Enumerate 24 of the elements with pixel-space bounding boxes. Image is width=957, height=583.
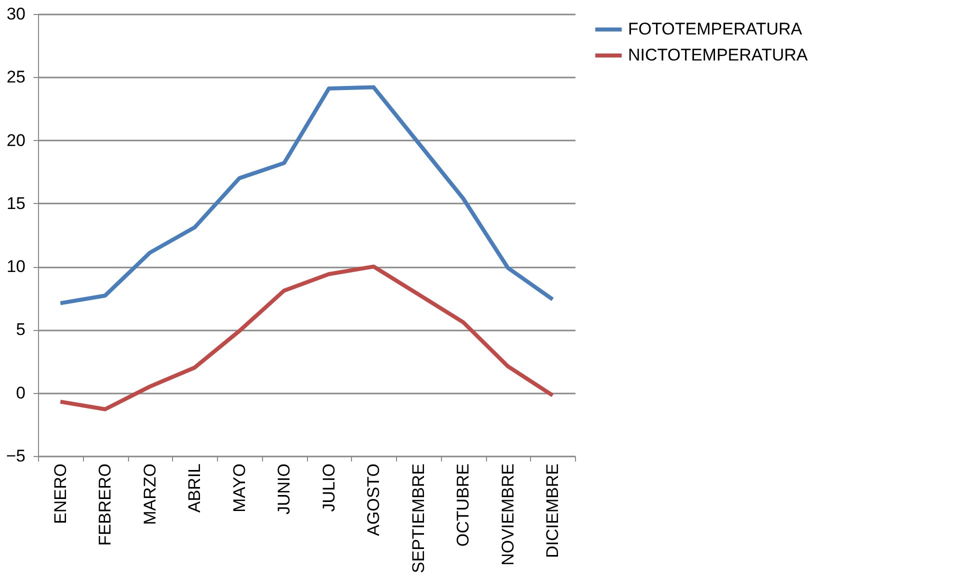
x-tick-label: OCTUBRE	[454, 464, 473, 547]
legend-label: FOTOTEMPERATURA	[628, 20, 803, 38]
x-tick-label: SEPTIEMBRE	[408, 464, 428, 574]
x-tick-label: MARZO	[140, 464, 160, 525]
x-tick-label: JUNIO	[274, 464, 294, 514]
y-tick-label: 5	[16, 320, 26, 340]
y-tick-label: 10	[6, 257, 26, 276]
x-tick-label: FEBRERO	[96, 464, 115, 546]
legend-label: NICTOTEMPERATURA	[628, 46, 808, 64]
x-tick-label: DICIEMBRE	[543, 464, 562, 558]
y-tick-label: −5	[6, 446, 26, 466]
y-tick-label: 30	[6, 4, 26, 24]
x-tick-label: AGOSTO	[364, 464, 384, 536]
line-series	[58, 264, 555, 412]
y-tick-label: 20	[6, 130, 26, 150]
y-tick-label: 25	[6, 68, 26, 87]
y-tick-label: 15	[6, 194, 26, 213]
x-tick-label: MAYO	[230, 464, 249, 512]
x-tick-label: ENERO	[50, 464, 70, 524]
y-tick-label: 0	[16, 383, 26, 402]
x-tick-label: JULIO	[319, 464, 338, 512]
x-tick-label: ABRIL	[185, 464, 204, 513]
x-tick-label: NOVIEMBRE	[498, 464, 518, 566]
line-series	[58, 85, 555, 306]
